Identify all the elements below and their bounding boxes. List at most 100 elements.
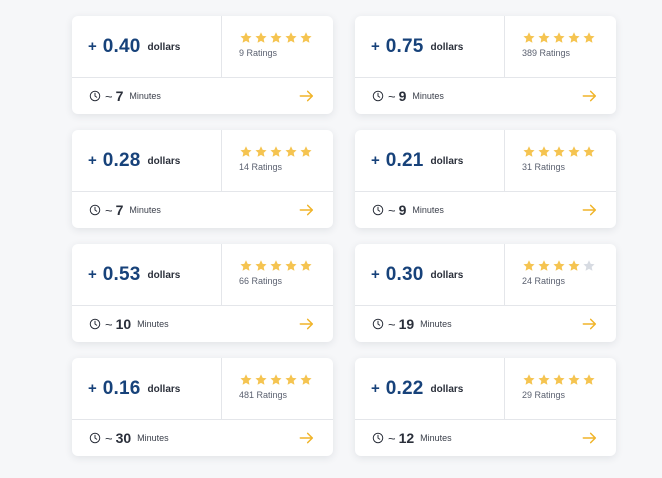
clock-icon [89, 204, 101, 216]
survey-card[interactable]: + 0.16 dollars 481 Ratings ~ 30 Minutes [72, 358, 333, 456]
reward-currency: dollars [430, 384, 464, 395]
approx-sign: ~ [105, 316, 113, 332]
reward-amount: 0.53 [102, 263, 141, 285]
approx-sign: ~ [388, 88, 396, 104]
arrow-right-icon[interactable] [299, 203, 315, 217]
card-top: + 0.28 dollars 14 Ratings [72, 130, 333, 192]
duration-value: 19 [398, 316, 415, 332]
reward-amount: 0.22 [385, 377, 424, 399]
rating-count: 31 Ratings [522, 162, 566, 172]
plus-sign: + [371, 380, 380, 397]
star-icon [284, 373, 298, 387]
reward-area: + 0.30 dollars [355, 244, 505, 305]
star-icon [254, 145, 268, 159]
approx-sign: ~ [388, 430, 396, 446]
reward-amount: 0.28 [102, 149, 141, 171]
plus-sign: + [371, 152, 380, 169]
card-bottom: ~ 12 Minutes [355, 420, 616, 456]
duration-unit: Minutes [129, 91, 161, 101]
card-top: + 0.16 dollars 481 Ratings [72, 358, 333, 420]
clock-icon [89, 432, 101, 444]
plus-sign: + [88, 380, 97, 397]
duration-value: 9 [398, 202, 407, 218]
reward-currency: dollars [147, 156, 181, 167]
star-icon [299, 259, 313, 273]
rating-area: 31 Ratings [505, 130, 616, 191]
card-bottom: ~ 9 Minutes [355, 192, 616, 228]
star-icon [284, 145, 298, 159]
duration-unit: Minutes [137, 319, 169, 329]
star-icon [269, 259, 283, 273]
rating-area: 24 Ratings [505, 244, 616, 305]
duration-unit: Minutes [129, 205, 161, 215]
plus-sign: + [371, 38, 380, 55]
plus-sign: + [88, 38, 97, 55]
star-icon [582, 145, 596, 159]
star-icon [567, 373, 581, 387]
reward-currency: dollars [147, 384, 181, 395]
reward-amount: 0.21 [385, 149, 424, 171]
star-icon [269, 373, 283, 387]
approx-sign: ~ [105, 202, 113, 218]
arrow-right-icon[interactable] [582, 431, 598, 445]
card-top: + 0.75 dollars 389 Ratings [355, 16, 616, 78]
star-icon [239, 145, 253, 159]
rating-count: 481 Ratings [239, 390, 288, 400]
duration-unit: Minutes [412, 91, 444, 101]
arrow-right-icon[interactable] [582, 89, 598, 103]
arrow-right-icon[interactable] [299, 89, 315, 103]
survey-card[interactable]: + 0.40 dollars 9 Ratings ~ 7 Minutes [72, 16, 333, 114]
survey-card[interactable]: + 0.75 dollars 389 Ratings ~ 9 Minutes [355, 16, 616, 114]
star-rating [522, 373, 616, 387]
reward-amount: 0.40 [102, 35, 141, 57]
star-icon [537, 31, 551, 45]
duration-unit: Minutes [420, 319, 452, 329]
survey-card[interactable]: + 0.53 dollars 66 Ratings ~ 10 Minutes [72, 244, 333, 342]
star-icon [269, 145, 283, 159]
reward-area: + 0.16 dollars [72, 358, 222, 419]
duration-value: 7 [115, 202, 124, 218]
star-rating [522, 145, 616, 159]
star-rating [239, 145, 333, 159]
star-icon [269, 31, 283, 45]
survey-card[interactable]: + 0.22 dollars 29 Ratings ~ 12 Minutes [355, 358, 616, 456]
star-rating [239, 31, 333, 45]
rating-count: 66 Ratings [239, 276, 283, 286]
star-icon [552, 259, 566, 273]
reward-amount: 0.30 [385, 263, 424, 285]
star-icon [299, 31, 313, 45]
card-bottom: ~ 10 Minutes [72, 306, 333, 342]
star-rating [239, 259, 333, 273]
survey-card[interactable]: + 0.21 dollars 31 Ratings ~ 9 Minutes [355, 130, 616, 228]
survey-card[interactable]: + 0.28 dollars 14 Ratings ~ 7 Minutes [72, 130, 333, 228]
duration-value: 10 [115, 316, 132, 332]
star-icon [582, 373, 596, 387]
card-bottom: ~ 9 Minutes [355, 78, 616, 114]
reward-currency: dollars [430, 270, 464, 281]
rating-count: 9 Ratings [239, 48, 278, 58]
rating-area: 66 Ratings [222, 244, 333, 305]
reward-area: + 0.21 dollars [355, 130, 505, 191]
arrow-right-icon[interactable] [582, 317, 598, 331]
star-icon [567, 145, 581, 159]
star-icon [552, 145, 566, 159]
duration-value: 30 [115, 430, 132, 446]
reward-amount: 0.75 [385, 35, 424, 57]
survey-card[interactable]: + 0.30 dollars 24 Ratings ~ 19 Minutes [355, 244, 616, 342]
rating-count: 389 Ratings [522, 48, 571, 58]
star-icon [239, 259, 253, 273]
reward-area: + 0.28 dollars [72, 130, 222, 191]
clock-icon [89, 318, 101, 330]
card-top: + 0.21 dollars 31 Ratings [355, 130, 616, 192]
card-bottom: ~ 30 Minutes [72, 420, 333, 456]
clock-icon [372, 318, 384, 330]
star-icon [522, 373, 536, 387]
star-icon [239, 373, 253, 387]
plus-sign: + [371, 266, 380, 283]
arrow-right-icon[interactable] [299, 431, 315, 445]
star-icon [254, 31, 268, 45]
star-icon [299, 145, 313, 159]
arrow-right-icon[interactable] [582, 203, 598, 217]
duration-value: 7 [115, 88, 124, 104]
arrow-right-icon[interactable] [299, 317, 315, 331]
